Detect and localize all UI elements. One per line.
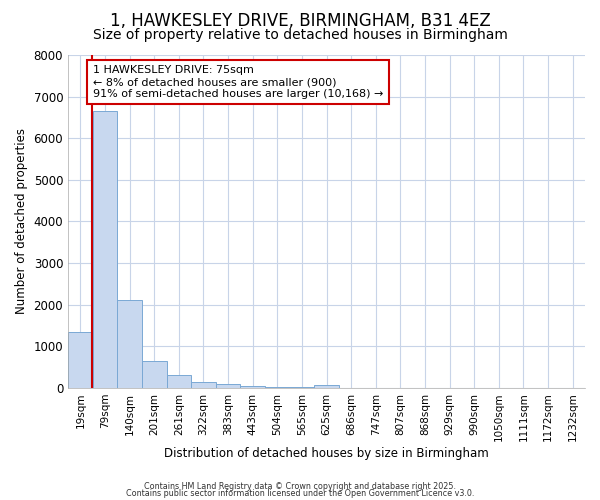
Y-axis label: Number of detached properties: Number of detached properties xyxy=(15,128,28,314)
Text: 1, HAWKESLEY DRIVE, BIRMINGHAM, B31 4EZ: 1, HAWKESLEY DRIVE, BIRMINGHAM, B31 4EZ xyxy=(110,12,490,30)
Bar xyxy=(191,382,216,388)
Bar xyxy=(92,111,117,388)
Text: Size of property relative to detached houses in Birmingham: Size of property relative to detached ho… xyxy=(92,28,508,42)
Bar xyxy=(142,361,167,388)
Bar xyxy=(314,386,339,388)
Text: 1 HAWKESLEY DRIVE: 75sqm
← 8% of detached houses are smaller (900)
91% of semi-d: 1 HAWKESLEY DRIVE: 75sqm ← 8% of detache… xyxy=(93,66,383,98)
Bar xyxy=(117,300,142,388)
Bar xyxy=(241,386,265,388)
Bar xyxy=(216,384,241,388)
Bar xyxy=(167,375,191,388)
X-axis label: Distribution of detached houses by size in Birmingham: Distribution of detached houses by size … xyxy=(164,447,489,460)
Text: Contains HM Land Registry data © Crown copyright and database right 2025.: Contains HM Land Registry data © Crown c… xyxy=(144,482,456,491)
Text: Contains public sector information licensed under the Open Government Licence v3: Contains public sector information licen… xyxy=(126,490,474,498)
Bar xyxy=(68,332,92,388)
Bar xyxy=(265,387,290,388)
